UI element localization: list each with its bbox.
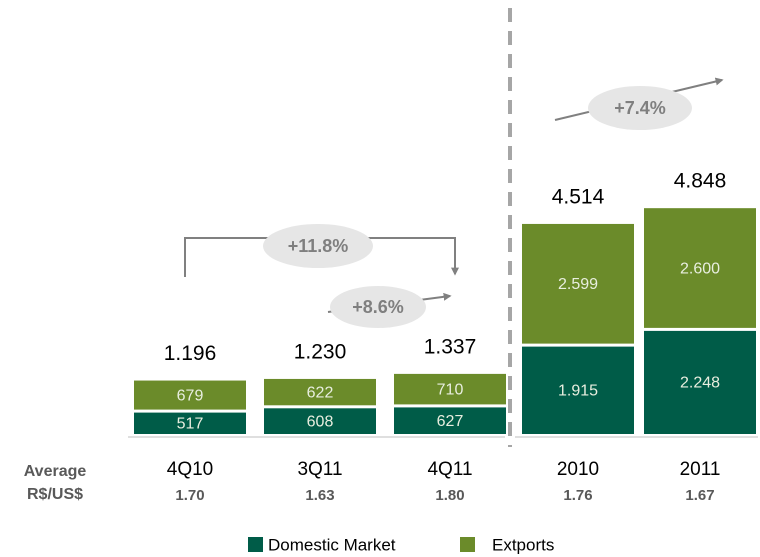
value-label: 2.600 xyxy=(680,260,720,277)
fx-label: R$/US$ xyxy=(27,486,83,503)
annotation-bubble xyxy=(263,224,373,268)
x-tick-label: 3Q11 xyxy=(297,459,342,480)
fx-rate: 1.67 xyxy=(685,487,714,504)
bar-segment xyxy=(264,378,376,406)
bar-segment xyxy=(522,346,634,434)
bar-segment xyxy=(522,223,634,344)
annotation-bubble xyxy=(588,86,692,130)
total-label: 1.337 xyxy=(424,335,477,358)
bar-segment xyxy=(134,412,246,434)
fx-label: Average xyxy=(24,463,87,480)
total-label: 1.196 xyxy=(164,342,217,365)
annotation: +7.4% xyxy=(614,98,666,118)
value-label: 622 xyxy=(307,384,334,401)
legend-swatch xyxy=(460,537,475,552)
fx-rate: 1.63 xyxy=(305,487,334,504)
x-tick-label: 2011 xyxy=(680,459,721,480)
value-label: 1.915 xyxy=(558,383,598,400)
x-tick-label: 2010 xyxy=(557,459,599,480)
value-label: 517 xyxy=(177,416,204,433)
legend-label: Extports xyxy=(492,535,554,554)
bar-segment xyxy=(644,330,756,434)
x-tick-label: 4Q10 xyxy=(167,459,213,480)
bar-segment xyxy=(264,408,376,434)
bar-segment xyxy=(394,373,506,405)
value-label: 2.599 xyxy=(558,276,598,293)
bar-segment xyxy=(644,208,756,328)
x-tick-label: 4Q11 xyxy=(427,459,472,480)
fx-rate: 1.76 xyxy=(563,487,592,504)
value-label: 710 xyxy=(437,381,464,398)
annotation-bubble xyxy=(330,286,426,328)
legend-swatch xyxy=(248,537,263,552)
fx-rate: 1.80 xyxy=(435,487,464,504)
value-label: 2.248 xyxy=(680,375,720,392)
annotation: +11.8% xyxy=(288,236,349,256)
total-label: 4.514 xyxy=(552,185,605,208)
bar-segment xyxy=(394,407,506,434)
value-label: 679 xyxy=(177,387,204,404)
legend-label: Domestic Market xyxy=(268,535,396,554)
total-label: 1.230 xyxy=(294,340,347,363)
bar-segment xyxy=(134,380,246,410)
fx-rate: 1.70 xyxy=(175,487,204,504)
total-label: 4.848 xyxy=(674,170,727,193)
value-label: 627 xyxy=(437,413,464,430)
value-label: 608 xyxy=(307,413,334,430)
annotation: +8.6% xyxy=(352,297,404,317)
